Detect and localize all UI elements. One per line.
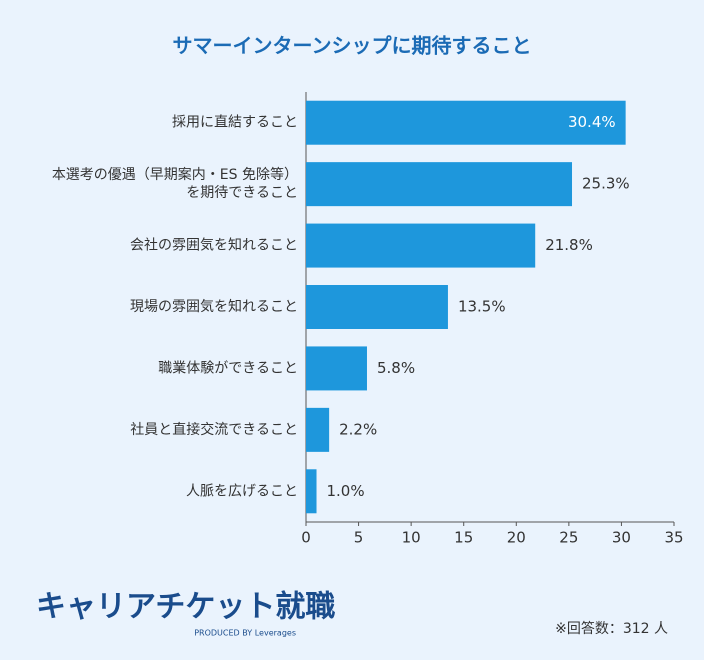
value-label: 13.5% <box>458 298 506 316</box>
x-tick-label: 20 <box>507 529 526 547</box>
chart-title: サマーインターンシップに期待すること <box>173 34 532 58</box>
value-label: 5.8% <box>377 359 415 377</box>
y-tick-label: 職業体験ができること <box>158 360 298 376</box>
x-tick-label: 25 <box>559 529 578 547</box>
bar <box>306 162 573 207</box>
y-tick-label: 採用に直結すること <box>172 114 298 131</box>
x-tick-label: 0 <box>301 529 311 547</box>
x-tick-label: 10 <box>402 529 421 547</box>
y-tick-label: 社員と直接交流できること <box>130 421 298 438</box>
y-tick-label: 現場の雰囲気を知れること <box>130 298 298 315</box>
value-label: 25.3% <box>582 175 630 193</box>
x-tick-label: 15 <box>454 529 473 547</box>
bar <box>306 469 317 514</box>
value-label: 2.2% <box>339 420 377 438</box>
y-tick-label: 会社の雰囲気を知れること <box>130 237 298 254</box>
logo: キャリアチケット就職 <box>36 590 335 625</box>
value-label: 21.8% <box>545 236 593 254</box>
bar <box>306 223 536 268</box>
logo-sub: PRODUCED BY Leverages <box>194 629 296 638</box>
x-tick-label: 35 <box>664 529 683 547</box>
x-tick-label: 30 <box>612 529 631 547</box>
y-tick-label: 人脈を広げること <box>186 483 298 499</box>
y-tick-label: 本選考の優遇（早期案内・ES 免除等）を期待できること <box>52 166 298 201</box>
x-tick-label: 5 <box>354 529 364 547</box>
bar <box>306 407 330 452</box>
bar <box>306 100 626 145</box>
bar <box>306 346 367 391</box>
value-label: 30.4% <box>568 113 616 131</box>
note: ※回答数：312 人 <box>555 620 668 637</box>
value-label: 1.0% <box>327 482 365 500</box>
bar <box>306 285 448 329</box>
